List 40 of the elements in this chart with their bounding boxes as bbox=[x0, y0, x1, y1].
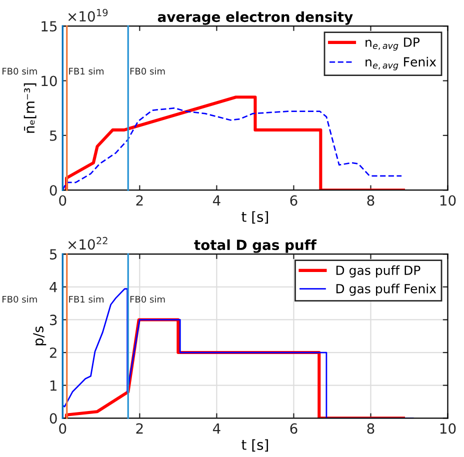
x-axis-title: t [s] bbox=[242, 439, 268, 452]
ref-line-label: FB1 sim bbox=[69, 68, 104, 75]
x-tick-label: 0 bbox=[59, 195, 66, 206]
y-tick-label: 0 bbox=[50, 413, 57, 424]
x-tick-label: 4 bbox=[212, 195, 220, 206]
x-tick-label: 8 bbox=[367, 423, 374, 434]
y-tick-label: 10 bbox=[42, 76, 57, 86]
legend-label: n$_{e,avg}$ Fenix bbox=[366, 56, 436, 70]
chart-title: average electron density bbox=[158, 11, 353, 25]
ref-line-label: FB0 sim bbox=[130, 296, 165, 303]
legend-label: D gas puff DP bbox=[336, 265, 420, 278]
y-tick-label: 5 bbox=[50, 249, 57, 260]
y-tick-label: 1 bbox=[50, 380, 56, 391]
text: ×10$^{22}$ bbox=[68, 236, 108, 250]
ref-line-label: FB0 sim bbox=[2, 68, 37, 75]
x-tick-label: 0 bbox=[59, 423, 66, 434]
x-tick-label: 2 bbox=[136, 195, 143, 206]
ref-line-label: FB0 sim bbox=[130, 68, 165, 75]
x-tick-label: 10 bbox=[440, 195, 456, 206]
ref-line-label: FB1 sim bbox=[69, 296, 104, 303]
y-tick-label: 2 bbox=[50, 348, 56, 358]
x-tick-label: 4 bbox=[212, 423, 220, 434]
x-tick-label: 2 bbox=[136, 423, 143, 434]
y-tick-label: 0 bbox=[50, 185, 57, 196]
y-axis-title: n̄ₑ[m⁻³] bbox=[24, 83, 36, 133]
chart-title: total D gas puff bbox=[194, 239, 317, 253]
x-tick-label: 6 bbox=[290, 423, 298, 434]
x-axis-title: t [s] bbox=[242, 211, 268, 224]
y-tick-label: 3 bbox=[50, 314, 57, 326]
x-tick-label: 8 bbox=[367, 195, 374, 206]
legend-label: n$_{e,avg}$ DP bbox=[366, 38, 420, 51]
y-axis-title: p/s bbox=[33, 326, 46, 346]
y-tick-label: 4 bbox=[50, 282, 57, 292]
x-tick-label: 10 bbox=[440, 423, 456, 434]
x-tick-label: 6 bbox=[290, 195, 298, 206]
legend-label: D gas puff Fenix bbox=[336, 284, 436, 296]
y-tick-label: 15 bbox=[42, 21, 57, 32]
ref-line-label: FB0 sim bbox=[2, 296, 37, 303]
y-tick-label: 5 bbox=[50, 130, 57, 141]
text: ×10$^{19}$ bbox=[68, 8, 108, 22]
